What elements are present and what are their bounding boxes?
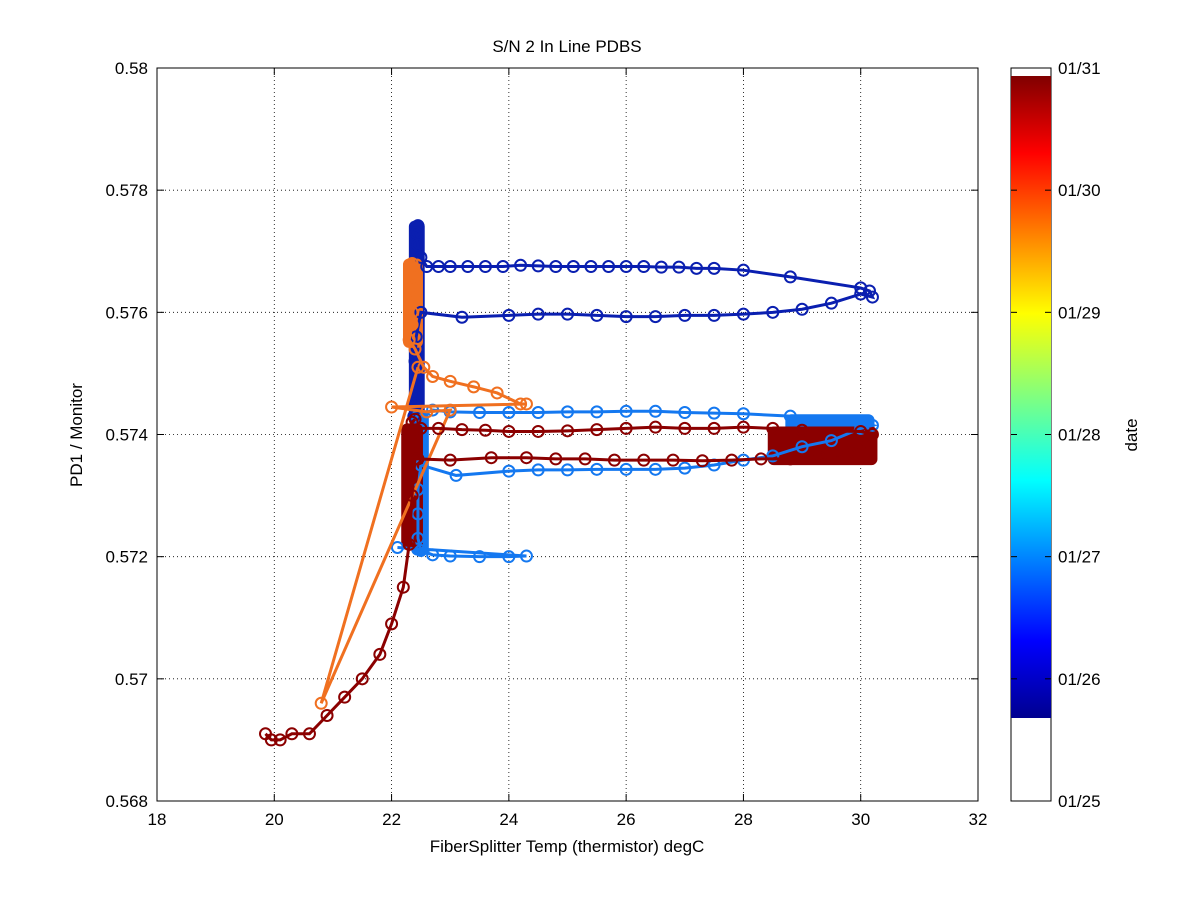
y-tick-label: 0.568 [105, 792, 148, 811]
colorbar-tick-label: 01/30 [1058, 181, 1101, 200]
x-tick-label: 24 [499, 810, 518, 829]
x-tick-label: 26 [617, 810, 636, 829]
colorbar-tick-label: 01/29 [1058, 303, 1101, 322]
colorbar-tick-label: 01/28 [1058, 426, 1101, 445]
colorbar-label: date [1122, 418, 1141, 451]
colorbar-tick-label: 01/27 [1058, 548, 1101, 567]
y-tick-label: 0.57 [115, 670, 148, 689]
data-marks [260, 220, 878, 745]
colorbar-tick-label: 01/31 [1058, 59, 1101, 78]
x-tick-label: 32 [969, 810, 988, 829]
y-tick-label: 0.576 [105, 303, 148, 322]
colorbar-tick-label: 01/25 [1058, 792, 1101, 811]
x-tick-label: 18 [148, 810, 167, 829]
y-tick-label: 0.58 [115, 59, 148, 78]
x-tick-label: 22 [382, 810, 401, 829]
y-tick-label: 0.574 [105, 426, 148, 445]
y-tick-label: 0.572 [105, 548, 148, 567]
y-tick-label: 0.578 [105, 181, 148, 200]
y-axis-label: PD1 / Monitor [67, 383, 86, 487]
x-tick-label: 28 [734, 810, 753, 829]
x-tick-label: 30 [851, 810, 870, 829]
colorbar-gradient [1011, 76, 1051, 718]
x-axis-label: FiberSplitter Temp (thermistor) degC [430, 837, 705, 856]
colorbar: 01/25 01/26 01/27 01/28 01/29 01/30 01/31 date [1011, 59, 1141, 811]
colorbar-tick-label: 01/26 [1058, 670, 1101, 689]
series-line [414, 226, 873, 417]
x-tick-label: 20 [265, 810, 284, 829]
chart-title: S/N 2 In Line PDBS [492, 37, 641, 56]
